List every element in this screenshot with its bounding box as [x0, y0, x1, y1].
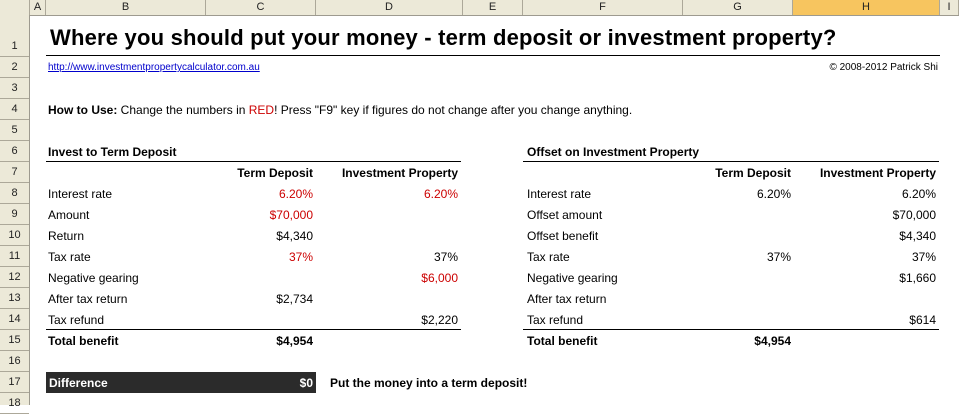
how-to-use-red-word: RED: [248, 103, 275, 117]
left-total-label: Total benefit: [48, 334, 119, 348]
row-header-14[interactable]: 14: [0, 309, 29, 330]
select-all-corner[interactable]: [0, 0, 30, 15]
right-label-negative-gearing: Negative gearing: [527, 271, 618, 285]
left-total-line: [46, 329, 461, 330]
right-label-tax-refund: Tax refund: [527, 313, 584, 327]
column-header-a[interactable]: A: [30, 0, 46, 15]
right-label-offset-benefit: Offset benefit: [527, 229, 599, 243]
left-td-tax-rate[interactable]: 37%: [288, 250, 313, 264]
left-label-after-tax-return: After tax return: [48, 292, 128, 306]
left-td-interest-rate[interactable]: 6.20%: [278, 187, 313, 201]
column-header-b[interactable]: B: [46, 0, 206, 15]
row-header-6[interactable]: 6: [0, 141, 29, 162]
left-ip-tax-rate: 37%: [433, 250, 458, 264]
left-ip-negative-gearing[interactable]: $6,000: [421, 271, 458, 285]
row-header-15[interactable]: 15: [0, 330, 29, 351]
row-header-1[interactable]: 1: [0, 15, 29, 57]
how-to-use-label: How to Use:: [48, 103, 118, 117]
right-label-interest-rate: Interest rate: [527, 187, 592, 201]
how-to-use-text-1: Change the numbers in: [117, 103, 249, 117]
how-to-use-text-2: ! Press "F9" key if figures do not chang…: [274, 103, 633, 117]
left-section-underline: [46, 161, 461, 162]
right-total-value: $4,954: [754, 334, 791, 348]
left-col-investment-property: Investment Property: [341, 166, 458, 180]
right-ip-offset-benefit: $4,340: [899, 229, 936, 243]
left-section-title: Invest to Term Deposit: [48, 145, 177, 159]
left-label-interest-rate: Interest rate: [48, 187, 113, 201]
row-header-3[interactable]: 3: [0, 78, 29, 99]
right-total-line: [523, 329, 939, 330]
difference-label: Difference: [49, 376, 108, 390]
column-header-c[interactable]: C: [206, 0, 316, 15]
difference-bar: [46, 372, 316, 393]
row-header-12[interactable]: 12: [0, 267, 29, 288]
title-underline: [46, 55, 940, 56]
left-total-value: $4,954: [276, 334, 313, 348]
right-ip-tax-refund: $614: [909, 313, 936, 327]
right-section-underline: [523, 161, 939, 162]
row-header-13[interactable]: 13: [0, 288, 29, 309]
left-col-term-deposit: Term Deposit: [237, 166, 313, 180]
right-td-interest-rate: 6.20%: [756, 187, 791, 201]
row-header-bar: 1 2 3 4 5 6 7 8 9 10 11 12 13 14 15 16 1…: [0, 15, 30, 414]
left-label-tax-rate: Tax rate: [48, 250, 91, 264]
right-col-investment-property: Investment Property: [819, 166, 936, 180]
row-header-8[interactable]: 8: [0, 183, 29, 204]
website-link[interactable]: http://www.investmentpropertycalculator.…: [48, 62, 260, 73]
row-header-10[interactable]: 10: [0, 225, 29, 246]
column-header-d[interactable]: D: [316, 0, 463, 15]
left-td-return: $4,340: [276, 229, 313, 243]
left-td-after-tax-return: $2,734: [276, 292, 313, 306]
difference-value: $0: [299, 376, 313, 390]
column-header-i[interactable]: I: [940, 0, 959, 15]
page-title: Where you should put your money - term d…: [50, 25, 837, 50]
right-label-after-tax-return: After tax return: [527, 292, 607, 306]
right-ip-offset-amount: $70,000: [892, 208, 936, 222]
right-label-tax-rate: Tax rate: [527, 250, 570, 264]
row-header-16[interactable]: 16: [0, 351, 29, 372]
left-label-amount: Amount: [48, 208, 90, 222]
left-ip-interest-rate[interactable]: 6.20%: [423, 187, 458, 201]
column-header-f[interactable]: F: [523, 0, 683, 15]
column-header-e[interactable]: E: [463, 0, 523, 15]
right-section-title: Offset on Investment Property: [527, 145, 700, 159]
left-ip-tax-refund: $2,220: [421, 313, 458, 327]
left-label-return: Return: [48, 229, 85, 243]
column-header-bar: A B C D E F G H I: [0, 0, 959, 16]
row-header-2[interactable]: 2: [0, 57, 29, 78]
row-header-9[interactable]: 9: [0, 204, 29, 225]
right-td-tax-rate: 37%: [766, 250, 791, 264]
left-label-negative-gearing: Negative gearing: [48, 271, 139, 285]
copyright-text: © 2008-2012 Patrick Shi: [829, 62, 938, 73]
right-col-term-deposit: Term Deposit: [715, 166, 791, 180]
row-header-5[interactable]: 5: [0, 120, 29, 141]
row-header-18[interactable]: 18: [0, 393, 29, 414]
column-header-g[interactable]: G: [683, 0, 793, 15]
row-header-11[interactable]: 11: [0, 246, 29, 267]
row-header-7[interactable]: 7: [0, 162, 29, 183]
right-label-offset-amount: Offset amount: [527, 208, 603, 222]
difference-advice: Put the money into a term deposit!: [330, 376, 528, 390]
row-header-17[interactable]: 17: [0, 372, 29, 393]
how-to-use-text: How to Use: Change the numbers in RED! P…: [48, 103, 632, 117]
row-header-4[interactable]: 4: [0, 99, 29, 120]
right-ip-interest-rate: 6.20%: [901, 187, 936, 201]
right-total-label: Total benefit: [527, 334, 598, 348]
right-ip-tax-rate: 37%: [911, 250, 936, 264]
left-label-tax-refund: Tax refund: [48, 313, 105, 327]
column-header-h[interactable]: H: [793, 0, 940, 15]
right-ip-negative-gearing: $1,660: [899, 271, 936, 285]
left-td-amount[interactable]: $70,000: [269, 208, 313, 222]
